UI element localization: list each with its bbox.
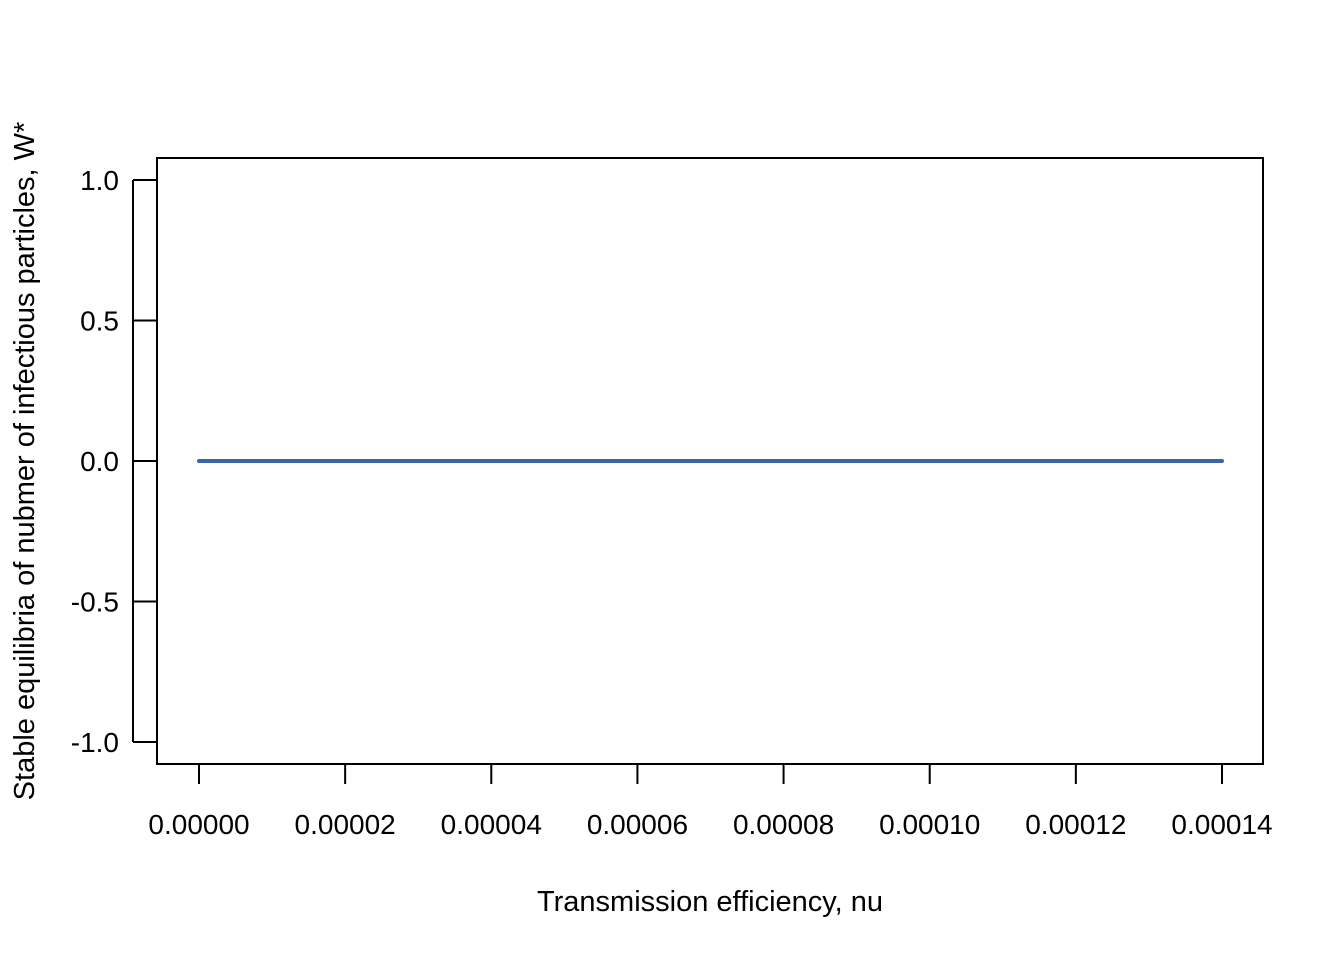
x-tick-label: 0.00000 — [148, 809, 249, 840]
x-axis-label: Transmission efficiency, nu — [537, 886, 883, 918]
x-tick-label: 0.00006 — [587, 809, 688, 840]
x-tick-label: 0.00002 — [295, 809, 396, 840]
x-tick-label: 0.00012 — [1025, 809, 1126, 840]
y-tick-label: 0.0 — [80, 446, 119, 477]
x-axis: 0.00000 0.00002 0.00004 0.00006 0.00008 0.000… — [148, 763, 1273, 840]
x-tick-label: 0.00014 — [1171, 809, 1272, 840]
y-tick-label: 1.0 — [80, 165, 119, 196]
x-tick-label: 0.00010 — [879, 809, 980, 840]
y-axis-label: Stable equilibria of nubmer of infectiou… — [9, 122, 41, 801]
x-tick-label: 0.00008 — [733, 809, 834, 840]
y-tick-label: -0.5 — [71, 587, 119, 618]
y-tick-label: 0.5 — [80, 306, 119, 337]
x-tick-label: 0.00004 — [441, 809, 542, 840]
y-axis: -1.0 -0.5 0.0 0.5 1.0 — [71, 165, 157, 758]
y-tick-label: -1.0 — [71, 727, 119, 758]
